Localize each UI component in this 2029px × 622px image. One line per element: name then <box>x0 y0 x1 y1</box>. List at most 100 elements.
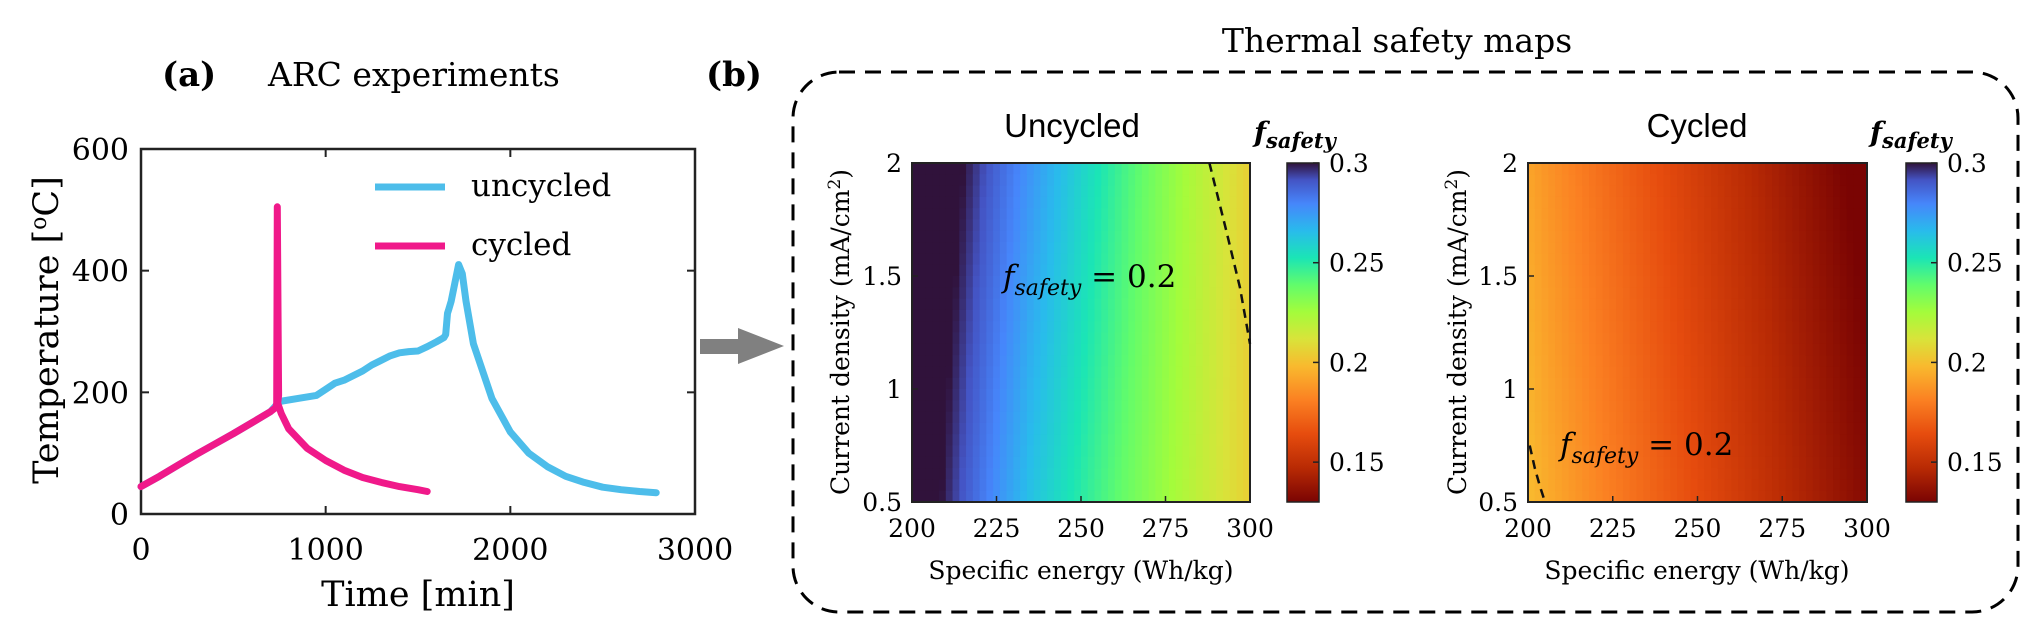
heatmap-cell <box>1846 242 1855 254</box>
heatmap-cell <box>993 276 1001 288</box>
heatmap-cell <box>1833 445 1841 458</box>
heatmap-cell <box>1595 355 1604 367</box>
heatmap-cell <box>1528 219 1536 232</box>
heatmap-cell <box>1101 355 1109 367</box>
heatmap-cell <box>1765 276 1773 288</box>
heatmap-cell <box>1670 400 1678 413</box>
heatmap-cell <box>979 468 987 480</box>
line-chart-legend: uncycled cycled <box>375 168 611 263</box>
heatmap-cell <box>1758 490 1766 503</box>
heatmap-cell <box>1561 174 1570 187</box>
heatmap-cell <box>1683 434 1692 447</box>
heatmap-cell <box>1575 196 1583 209</box>
panel-b-label: (b) <box>706 55 762 95</box>
heatmap-cell <box>1175 298 1183 311</box>
heatmap-cell <box>1575 332 1583 345</box>
heatmap-cell <box>1148 400 1156 413</box>
heatmap-cell <box>1826 219 1834 232</box>
heatmap-cell <box>1622 332 1631 345</box>
heatmap-cell <box>1101 253 1109 266</box>
heatmap-cell <box>1067 479 1075 492</box>
heatmap-cell <box>1202 219 1211 232</box>
heatmap-cell <box>1026 208 1035 221</box>
heatmap-cell <box>945 479 954 492</box>
heatmap-cell <box>1670 208 1678 221</box>
heatmap-cell <box>1229 253 1238 266</box>
heatmap-cell <box>1717 242 1726 254</box>
heatmap-cell <box>1148 445 1156 458</box>
heatmap-cell <box>1731 321 1739 334</box>
heatmap-cell <box>1690 174 1699 187</box>
heatmap-cell <box>1629 355 1638 367</box>
heatmap-cell <box>1195 355 1204 367</box>
heatmap-cell <box>1731 456 1739 469</box>
heatmap-cell <box>912 422 920 435</box>
heatmap-cell <box>1155 230 1163 243</box>
heatmap-cell <box>932 287 940 300</box>
heatmap-cell <box>1175 287 1183 300</box>
heatmap-cell <box>1053 185 1062 198</box>
heatmap-cell <box>1541 366 1549 379</box>
heatmap-cell <box>1751 185 1760 198</box>
heatmap-cell <box>1074 242 1082 254</box>
heatmap-cell <box>1121 479 1129 492</box>
heatmap-cell <box>1690 490 1699 503</box>
heatmap-cell <box>1711 163 1719 175</box>
heatmap-cell <box>945 389 954 401</box>
heatmap-cell <box>1799 230 1807 243</box>
heatmap-cell <box>1636 174 1644 187</box>
heatmap-cell <box>1636 343 1644 356</box>
heatmap-cell <box>1067 366 1075 379</box>
heatmap-cell <box>1541 434 1549 447</box>
heatmap-cell <box>1020 490 1028 503</box>
heatmap-cell <box>1222 264 1231 277</box>
heatmap-cell <box>1704 490 1712 503</box>
heatmap-cell <box>1534 208 1543 221</box>
heatmap-cell <box>1711 355 1719 367</box>
heatmap-cell <box>979 264 987 277</box>
heatmap-cell <box>1175 400 1183 413</box>
heatmap-cell <box>1663 479 1671 492</box>
heatmap-cell <box>1778 434 1787 447</box>
heatmap-cell <box>1656 332 1665 345</box>
heatmap-cell <box>925 411 933 424</box>
heatmap-cell <box>1833 242 1841 254</box>
heatmap-cell <box>1799 321 1807 334</box>
heatmap-cell <box>1792 355 1800 367</box>
heatmap-cell <box>1731 309 1739 322</box>
heatmap-cell <box>1006 366 1014 379</box>
heatmap-cell <box>1785 230 1794 243</box>
heatmap-cell <box>1690 287 1699 300</box>
heatmap-cell <box>1622 468 1631 480</box>
heatmap-cell <box>945 174 954 187</box>
heatmap-cell <box>1616 411 1624 424</box>
heatmap-cell <box>1575 411 1583 424</box>
heatmap-cell <box>1595 456 1604 469</box>
heatmap-cell <box>1622 422 1631 435</box>
heatmap-cell <box>959 400 967 413</box>
heatmap-cell <box>1677 490 1685 503</box>
heatmap-cell <box>1860 479 1868 492</box>
heatmap-cell <box>1148 242 1156 254</box>
heatmap-cell <box>1582 445 1590 458</box>
heatmap-cell <box>912 445 920 458</box>
heatmap-cell <box>1074 411 1082 424</box>
heatmap-cell <box>1819 219 1827 232</box>
heatmap-cell <box>1772 219 1780 232</box>
heatmap-cell <box>1731 422 1739 435</box>
heatmap-cell <box>1135 185 1143 198</box>
heatmap-cell <box>1656 468 1665 480</box>
heatmap-cell <box>1589 343 1597 356</box>
heatmap-cell <box>1202 208 1211 221</box>
heatmap-cell <box>1534 230 1543 243</box>
heatmap-cell <box>1656 355 1665 367</box>
heatmap-cell <box>1738 468 1746 480</box>
heatmap-cell <box>1616 309 1624 322</box>
heatmap-cell <box>1155 253 1163 266</box>
x-tick-label: 225 <box>1589 514 1637 543</box>
heatmap-cell <box>1081 298 1089 311</box>
heatmap-cell <box>1074 355 1082 367</box>
heatmap-cell <box>945 434 954 447</box>
heatmap-cell <box>1744 185 1753 198</box>
heatmap-cell <box>1629 230 1638 243</box>
